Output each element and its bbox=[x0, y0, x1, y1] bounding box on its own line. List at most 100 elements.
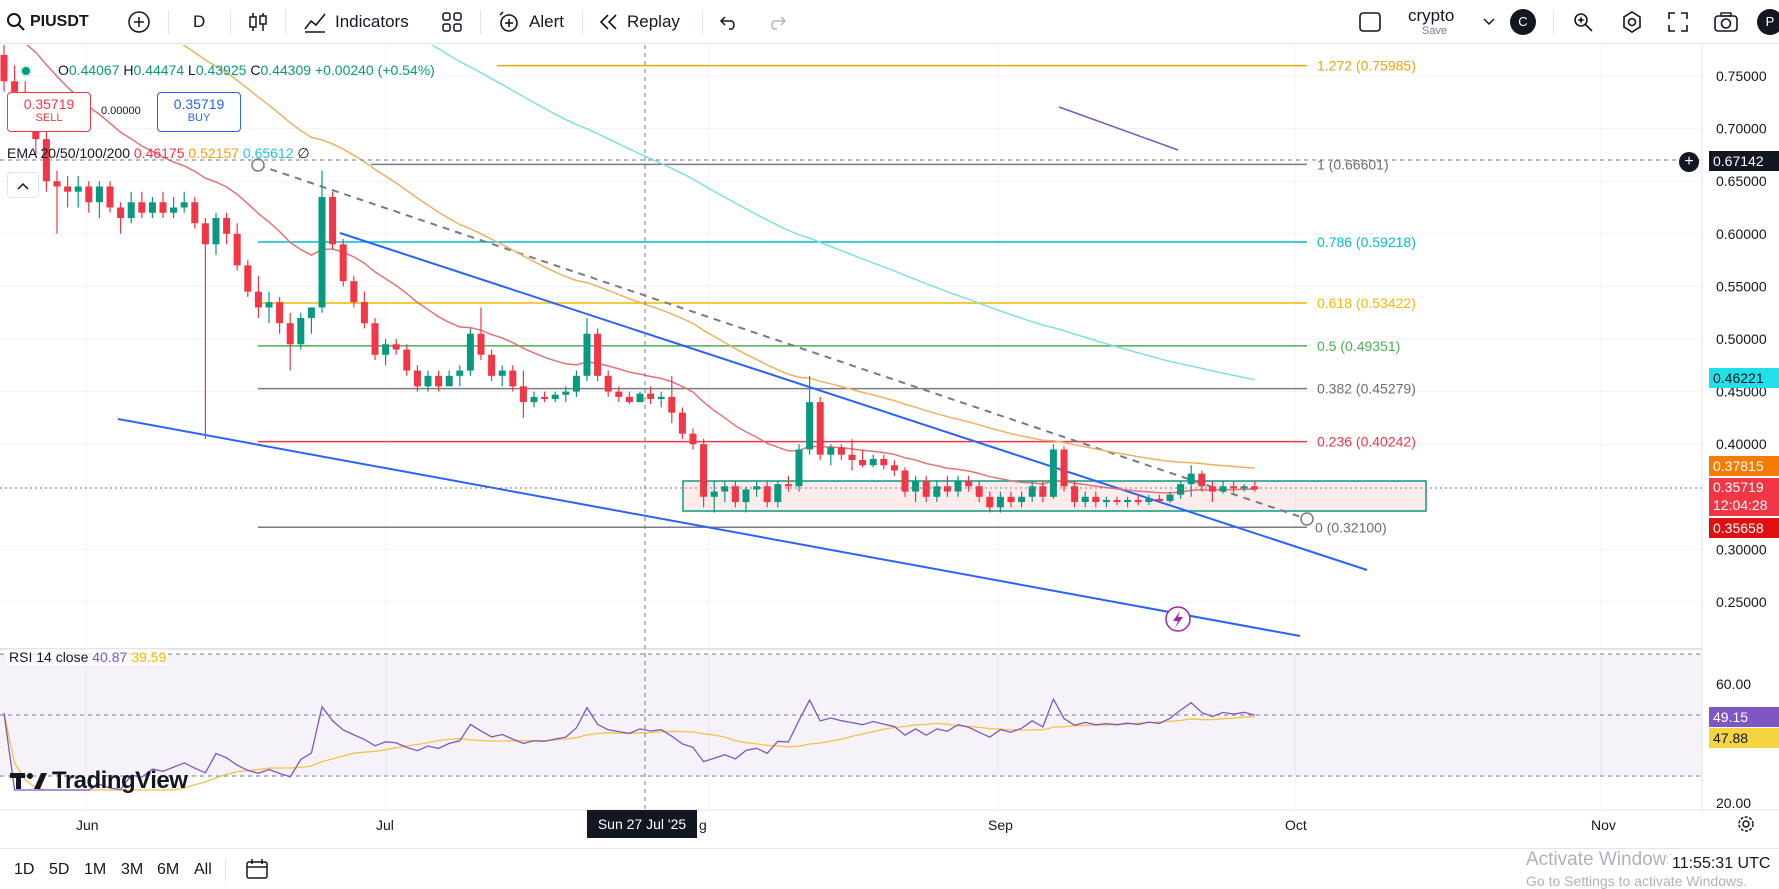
alert-button[interactable]: Alert bbox=[497, 0, 564, 44]
candle-body bbox=[1177, 484, 1185, 495]
rsi-line bbox=[3, 697, 1255, 791]
fib-level-label: 0.236 (0.40242) bbox=[1317, 434, 1416, 450]
rsi-value: 40.87 bbox=[92, 649, 128, 665]
price-scale-label: 0.65000 bbox=[1716, 173, 1767, 189]
candle-body bbox=[763, 486, 771, 503]
candle-body bbox=[975, 486, 983, 497]
go-to-date-button[interactable] bbox=[245, 849, 269, 889]
settings-button[interactable] bbox=[1620, 0, 1644, 44]
range-5d[interactable]: 5D bbox=[49, 861, 70, 878]
undo-button[interactable] bbox=[719, 0, 739, 44]
candle-body bbox=[1219, 486, 1227, 492]
change-value: +0.00240 (+0.54%) bbox=[314, 62, 435, 78]
price-scale-label: 0.25000 bbox=[1716, 594, 1767, 610]
ema-lines bbox=[26, 45, 1255, 494]
symbol-label: PIUSDT bbox=[30, 13, 89, 30]
candle-body bbox=[572, 375, 580, 392]
candle-body bbox=[254, 291, 262, 308]
bolt-icon bbox=[1173, 611, 1183, 628]
candle-body bbox=[806, 402, 814, 450]
collapse-legend-button[interactable] bbox=[7, 172, 39, 198]
plus-circle-icon bbox=[128, 11, 150, 33]
candle-body bbox=[180, 202, 188, 208]
candle-body bbox=[625, 396, 633, 403]
replay-button[interactable]: Replay bbox=[599, 0, 680, 44]
candle-body bbox=[890, 465, 898, 471]
indicator-templates-button[interactable] bbox=[441, 0, 463, 44]
fib-level-label: 0.5 (0.49351) bbox=[1317, 338, 1400, 354]
indicators-button[interactable]: Indicators bbox=[303, 0, 409, 44]
range-all[interactable]: All bbox=[194, 861, 212, 878]
ema-legend[interactable]: EMA 20/50/100/200 0.46175 0.52157 0.6561… bbox=[7, 145, 310, 162]
time-label-nov: Nov bbox=[1591, 817, 1616, 833]
range-3m[interactable]: 3M bbox=[121, 861, 144, 878]
add-alert-icon[interactable]: + bbox=[1679, 152, 1699, 172]
low-tag-value: 0.35658 bbox=[1713, 520, 1764, 536]
candle-body bbox=[170, 207, 178, 213]
layout-save-label: Save bbox=[1422, 25, 1448, 37]
fullscreen-button[interactable] bbox=[1667, 0, 1689, 44]
layout-menu-button[interactable] bbox=[1483, 0, 1495, 44]
candle-body bbox=[933, 486, 941, 497]
crosshair-price-tag: 0.67142 bbox=[1709, 151, 1779, 171]
rsi-ma-tag-value: 47.88 bbox=[1713, 730, 1749, 746]
utc-clock[interactable]: 11:55:31 UTC bbox=[1668, 855, 1771, 873]
compare-symbol-button[interactable] bbox=[127, 0, 151, 44]
range-1m[interactable]: 1M bbox=[84, 861, 107, 878]
camera-icon bbox=[1714, 12, 1738, 32]
tradingview-logo: TradingView bbox=[10, 767, 188, 794]
price-scale-label: 0.60000 bbox=[1716, 226, 1767, 242]
user-avatar[interactable]: P bbox=[1757, 0, 1779, 44]
fib-level-label: 0.786 (0.59218) bbox=[1317, 234, 1416, 250]
price-scale-label: 0.55000 bbox=[1716, 278, 1767, 294]
downtrend-dashed-line bbox=[257, 164, 1308, 520]
interval-button[interactable]: D bbox=[193, 0, 205, 44]
indicators-icon bbox=[304, 13, 326, 33]
candle-body bbox=[1028, 486, 1036, 497]
candle-body bbox=[466, 333, 474, 371]
range-6m[interactable]: 6M bbox=[157, 861, 180, 878]
candle-body bbox=[53, 181, 61, 187]
time-label-jun: Jun bbox=[76, 817, 99, 833]
candle-body bbox=[350, 281, 358, 303]
candle-body bbox=[1251, 486, 1259, 490]
buy-label: BUY bbox=[187, 112, 211, 124]
symbol-search[interactable]: PIUSDT bbox=[6, 0, 89, 44]
screenshot-button[interactable] bbox=[1713, 0, 1739, 44]
quick-search-button[interactable] bbox=[1571, 0, 1595, 44]
channel-lower-line bbox=[117, 418, 1301, 637]
candle-body bbox=[392, 344, 400, 350]
candles-icon bbox=[249, 13, 267, 31]
candle-body bbox=[700, 444, 708, 497]
layout-toggle-button[interactable] bbox=[1358, 0, 1382, 44]
candle-body bbox=[445, 375, 453, 387]
range-1d[interactable]: 1D bbox=[14, 861, 35, 878]
rsi-legend[interactable]: RSI 14 close 40.87 39.59 bbox=[7, 649, 169, 665]
candle-body bbox=[1018, 496, 1026, 503]
layout-save-button[interactable]: crypto Save bbox=[1408, 0, 1454, 44]
trend-anchor-end bbox=[1300, 512, 1314, 526]
redo-button[interactable] bbox=[767, 0, 787, 44]
candle-body bbox=[1240, 486, 1248, 489]
time-label-sep: Sep bbox=[988, 817, 1013, 833]
candle-body bbox=[286, 323, 294, 345]
candle-body bbox=[85, 186, 93, 203]
candle-body bbox=[1049, 449, 1057, 497]
price-chart[interactable]: 1.272 (0.75985) 1 (0.66601) 0.786 (0.59218… bbox=[0, 45, 1779, 845]
alert-label: Alert bbox=[529, 12, 564, 31]
candle-body bbox=[74, 186, 82, 192]
candle-body bbox=[721, 486, 729, 492]
high-value: 0.44474 bbox=[133, 62, 185, 78]
candle-body bbox=[869, 458, 877, 466]
fib-level-label: 0.382 (0.45279) bbox=[1317, 381, 1416, 397]
candle-body bbox=[604, 375, 612, 392]
chart-type-button[interactable] bbox=[248, 0, 268, 44]
layout-avatar[interactable]: C bbox=[1510, 0, 1536, 44]
buy-button[interactable]: 0.35719 BUY bbox=[157, 92, 241, 132]
interval-label: D bbox=[193, 12, 206, 31]
time-axis-settings-button[interactable] bbox=[1736, 814, 1756, 839]
sell-button[interactable]: 0.35719 SELL bbox=[7, 92, 91, 132]
candle-body bbox=[477, 333, 485, 355]
candle-body bbox=[986, 496, 994, 508]
candle-body bbox=[42, 139, 50, 182]
